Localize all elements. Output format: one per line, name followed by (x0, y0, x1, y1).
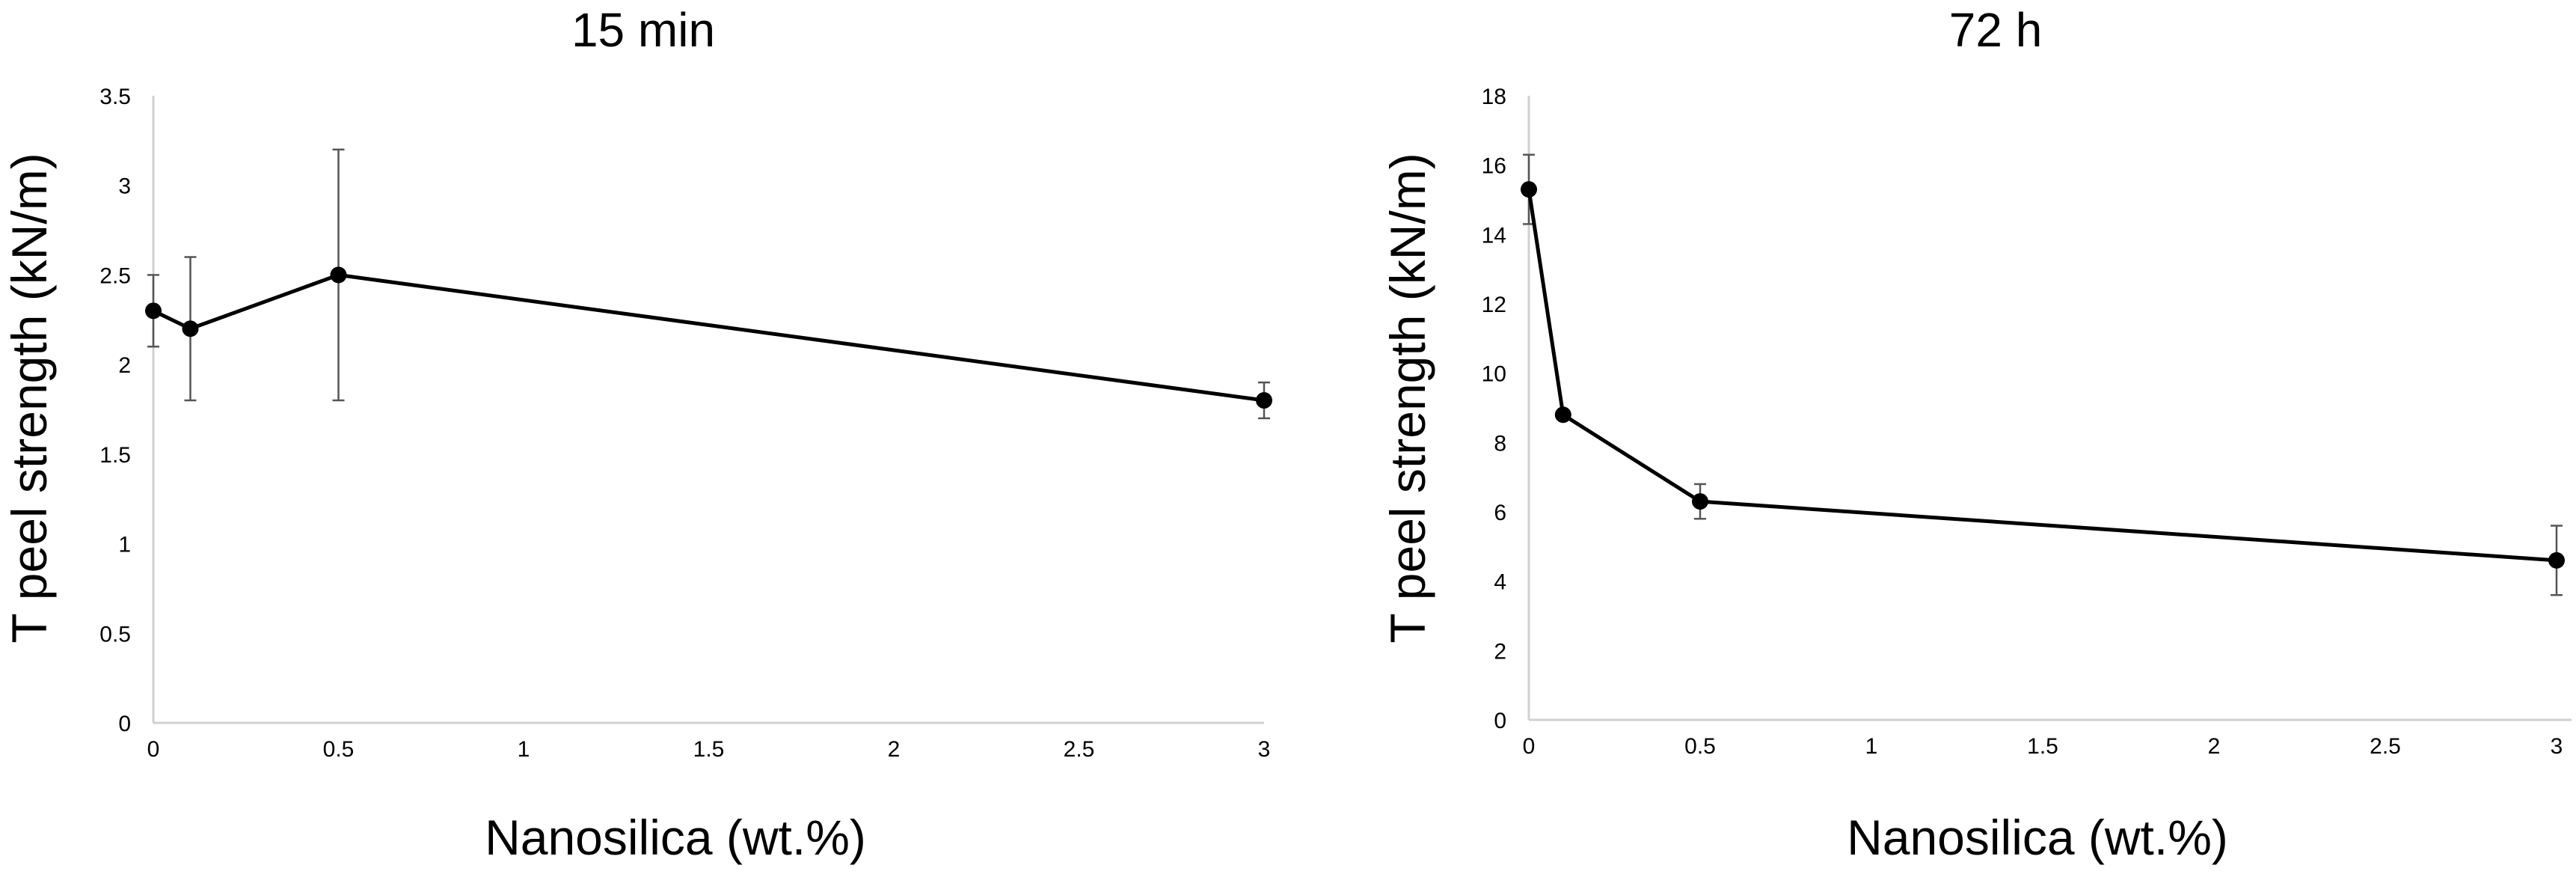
y-tick-label: 14 (1482, 223, 1506, 248)
x-axis-title: Nanosilica (wt.%) (485, 810, 866, 865)
y-tick-label: 8 (1494, 431, 1506, 456)
y-tick-label: 6 (1494, 501, 1506, 525)
y-axis-title: T peel strength (kN/m) (1, 153, 57, 643)
x-tick-label: 0.5 (1684, 734, 1716, 759)
data-point (1692, 493, 1708, 510)
x-tick-labels: 0 0.5 1 1.5 2 2.5 3 (147, 737, 1271, 762)
x-axis-title: Nanosilica (wt.%) (1847, 810, 2228, 865)
chart-title: 15 min (571, 3, 715, 57)
chart-15-min: 15 min T peel strength (kN/m) Nanosilica… (1, 3, 1272, 865)
chart-72-h: 72 h T peel strength (kN/m) Nanosilica (… (1380, 3, 2572, 865)
x-tick-label: 2.5 (1064, 737, 1095, 762)
x-tick-label: 0.5 (323, 737, 355, 762)
data-point (2548, 552, 2565, 569)
y-tick-label: 16 (1482, 154, 1506, 179)
y-tick-label: 0 (1494, 709, 1506, 733)
y-tick-label: 3.5 (99, 85, 131, 109)
y-tick-label: 0 (118, 712, 131, 736)
data-point (1554, 406, 1571, 424)
x-tick-label: 0 (1523, 734, 1536, 759)
y-axis-title: T peel strength (kN/m) (1380, 153, 1435, 643)
x-tick-label: 2 (888, 737, 901, 762)
x-tick-label: 3 (1258, 737, 1271, 762)
x-tick-label: 2 (2208, 734, 2221, 759)
y-tick-label: 2 (118, 353, 131, 378)
series-line (1527, 189, 2557, 563)
x-tick-label: 2.5 (2370, 734, 2401, 759)
y-tick-label: 2.5 (99, 263, 131, 288)
y-tick-label: 2 (1494, 639, 1506, 664)
y-tick-label: 1.5 (99, 443, 131, 468)
chart-title: 72 h (1949, 3, 2043, 57)
y-tick-label: 12 (1482, 293, 1506, 317)
y-tick-label: 3 (118, 174, 131, 199)
x-tick-labels: 0 0.5 1 1.5 2 2.5 3 (1523, 734, 2563, 759)
y-tick-label: 18 (1482, 85, 1506, 109)
y-tick-label: 10 (1482, 362, 1506, 387)
x-tick-label: 1 (1865, 734, 1878, 759)
y-tick-label: 1 (118, 533, 131, 557)
data-markers (145, 266, 1272, 409)
data-point (145, 302, 162, 320)
series-line (152, 272, 1265, 403)
error-bars (1523, 153, 2563, 596)
x-tick-label: 1.5 (2027, 734, 2058, 759)
x-tick-label: 3 (2551, 734, 2563, 759)
data-point (1521, 181, 1537, 198)
data-point (330, 266, 347, 284)
data-markers (1521, 181, 2565, 569)
x-tick-label: 0 (147, 737, 160, 762)
y-tick-label: 0.5 (99, 622, 131, 647)
data-point (182, 320, 199, 337)
x-tick-label: 1 (518, 737, 530, 762)
y-tick-label: 4 (1494, 570, 1506, 595)
data-point (1256, 392, 1272, 409)
y-tick-labels: 0 2 4 6 8 10 12 14 16 18 (1482, 85, 1506, 733)
x-tick-label: 1.5 (693, 737, 725, 762)
y-tick-labels: 0 0.5 1 1.5 2 2.5 3 3.5 (99, 85, 131, 736)
